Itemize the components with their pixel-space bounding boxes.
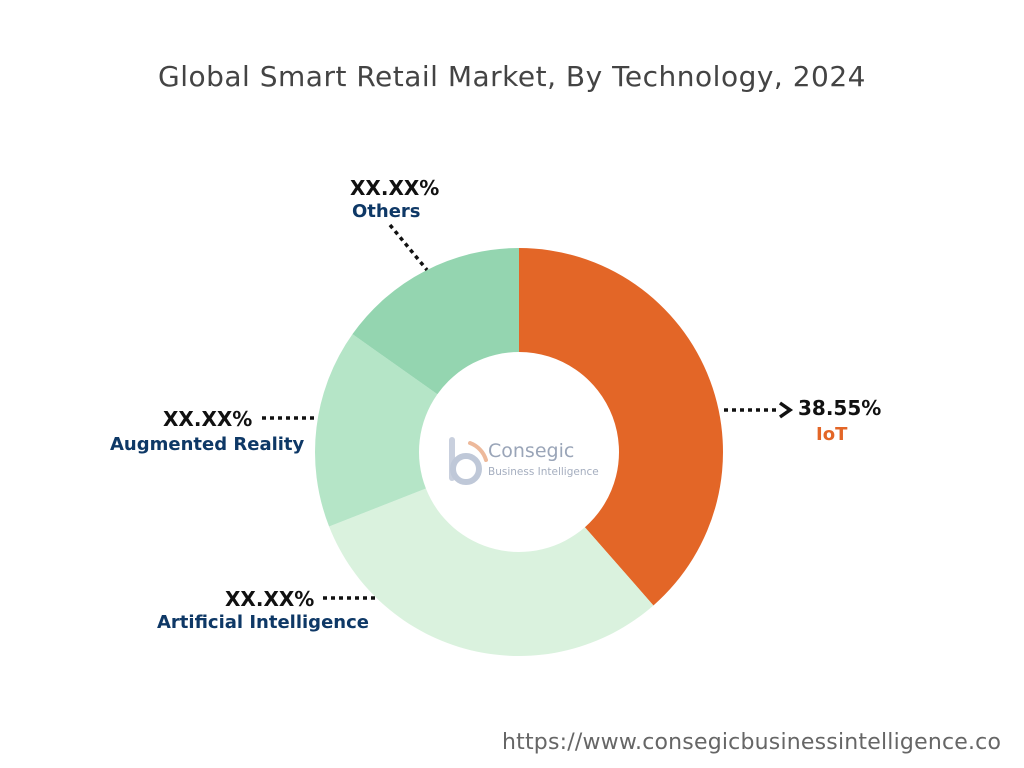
chart-title: Global Smart Retail Market, By Technolog… xyxy=(158,60,866,93)
leader-line-others xyxy=(388,223,429,272)
logo-subtitle: Business Intelligence xyxy=(488,466,599,478)
slice-artificial-intelligence xyxy=(329,488,654,656)
slice-value-augmented-reality: XX.XX% xyxy=(163,407,253,431)
slice-label-iot: IoT xyxy=(816,424,848,445)
slice-label-others: Others xyxy=(352,201,421,222)
slice-others xyxy=(352,248,519,395)
consegic-logo-emblem xyxy=(449,437,488,485)
leader-lines xyxy=(262,223,780,600)
donut-slices xyxy=(315,248,724,656)
consegic-logo: Consegic Business Intelligence xyxy=(440,432,610,496)
slice-value-iot: 38.55% xyxy=(798,396,882,420)
source-url[interactable]: https://www.consegicbusinessintelligence… xyxy=(502,730,1002,755)
slice-label-artificial-intelligence: Artificial Intelligence xyxy=(157,612,369,633)
slice-value-artificial-intelligence: XX.XX% xyxy=(225,587,315,611)
logo-name: Consegic xyxy=(488,440,575,462)
slice-value-others: XX.XX% xyxy=(350,176,440,200)
leader-arrow-iot xyxy=(778,401,794,419)
slice-augmented-reality xyxy=(315,334,438,527)
slice-label-augmented-reality: Augmented Reality xyxy=(110,434,305,455)
slice-iot xyxy=(519,248,724,606)
